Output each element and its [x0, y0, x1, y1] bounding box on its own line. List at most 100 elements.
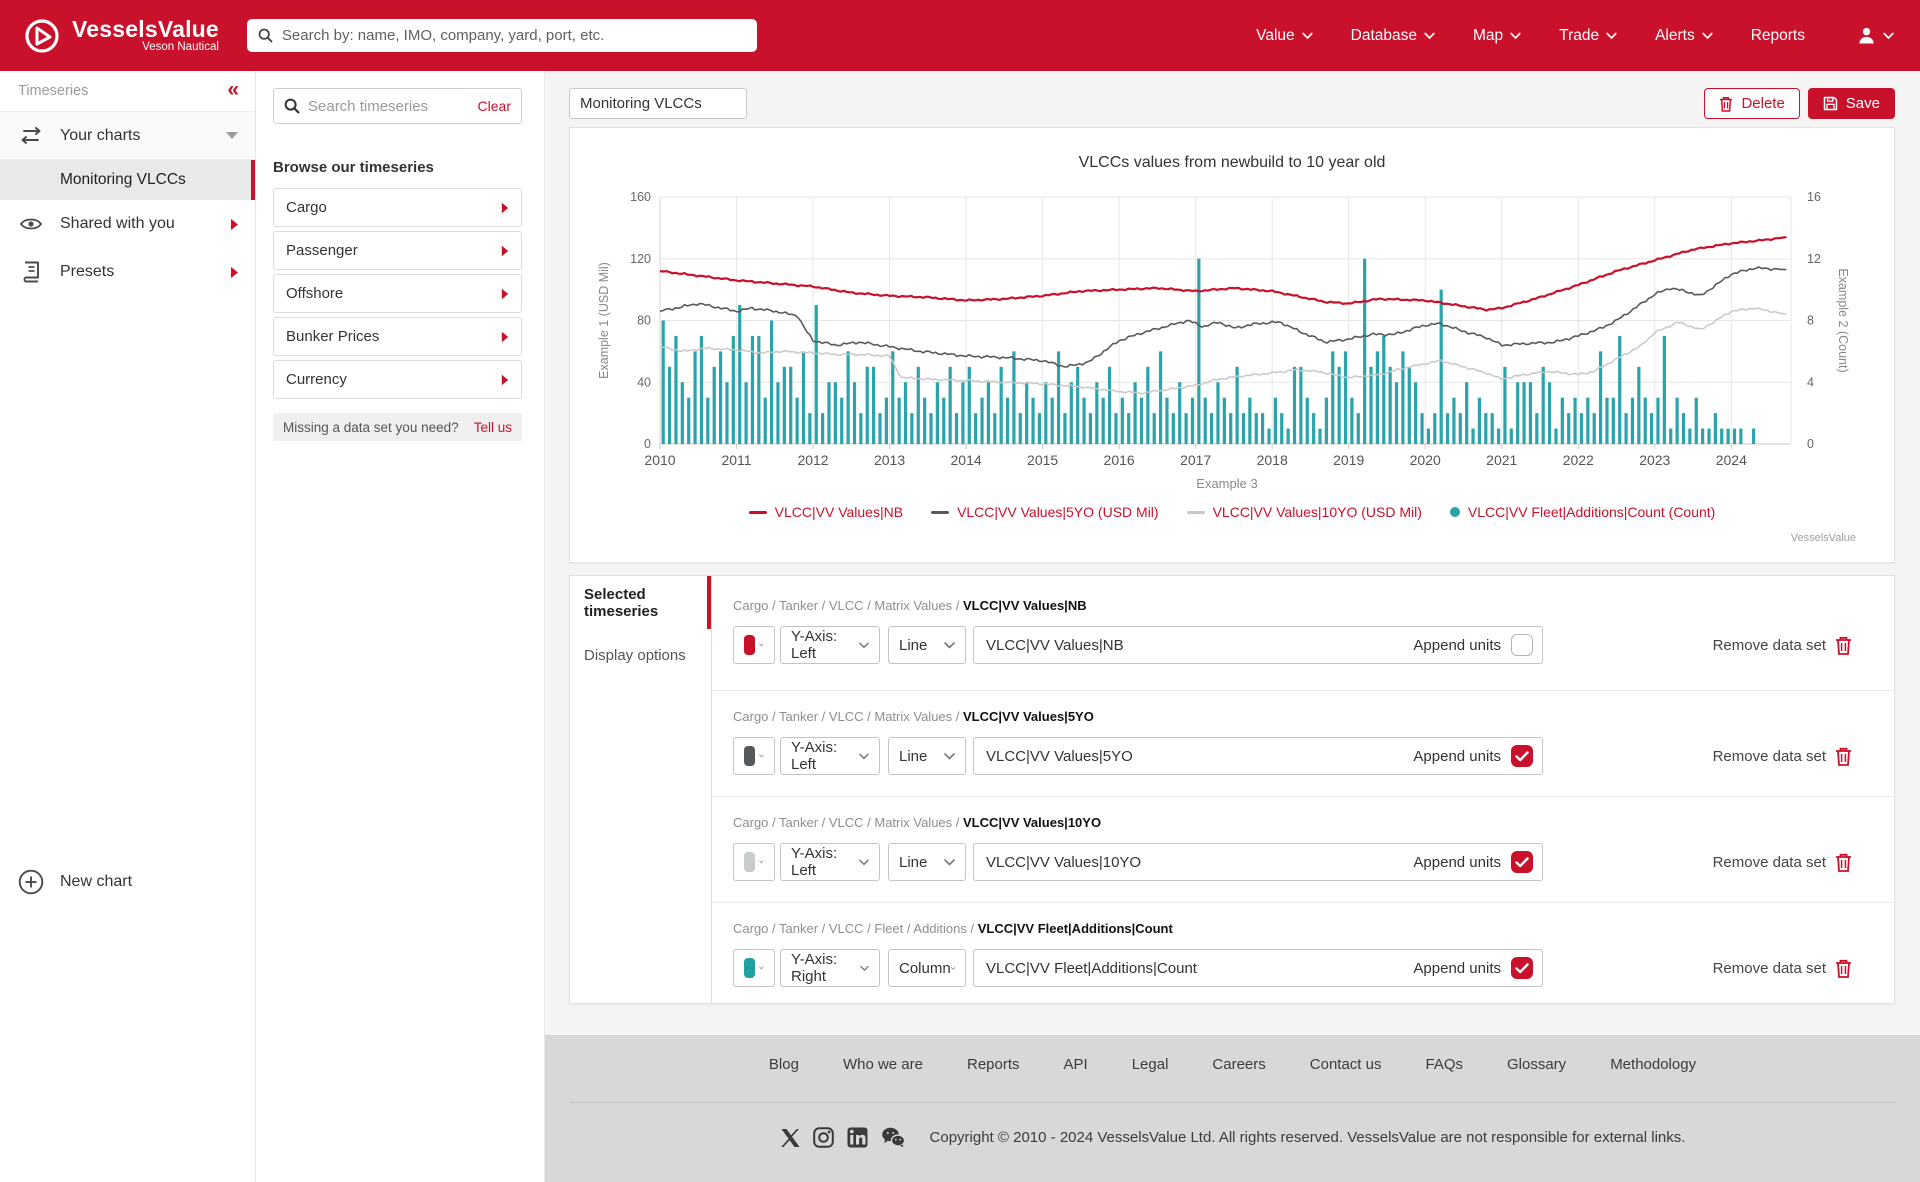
svg-text:2013: 2013: [874, 452, 905, 468]
y-axis-select[interactable]: Y-Axis: Left: [780, 626, 880, 664]
category-item-passenger[interactable]: Passenger: [273, 231, 522, 270]
timeseries-chart[interactable]: 0 40 80 120 160 0 4 8 12 16 2010 2011 2012 2013 2014 20…: [570, 128, 1896, 564]
nav-menu-item-value[interactable]: Value: [1256, 27, 1313, 45]
footer-link-blog[interactable]: Blog: [768, 1056, 799, 1073]
remove-dataset-button[interactable]: Remove data set: [1713, 949, 1852, 987]
tab-selected-timeseries[interactable]: Selected timeseries: [570, 576, 711, 629]
y-axis-select[interactable]: Y-Axis: Right: [780, 949, 880, 987]
legend-item[interactable]: VLCC|VV Fleet|Additions|Count (Count): [1449, 504, 1715, 520]
timeseries-row: Cargo / Tanker / VLCC / Fleet / Addition…: [712, 903, 1894, 1005]
series-name-field: Append units: [973, 949, 1543, 987]
category-item-cargo[interactable]: Cargo: [273, 188, 522, 227]
append-units-checkbox[interactable]: [1511, 745, 1533, 767]
user-account-menu[interactable]: [1856, 25, 1894, 46]
footer-link-faqs[interactable]: FAQs: [1425, 1056, 1463, 1073]
missing-dataset-bar: Missing a data set you need? Tell us: [273, 413, 522, 441]
tell-us-link[interactable]: Tell us: [473, 419, 512, 435]
svg-text:2012: 2012: [797, 452, 828, 468]
legend-item[interactable]: VLCC|VV Values|NB: [748, 504, 903, 520]
main-content: Delete Save VLCCs values from newbuild t…: [545, 71, 1920, 1182]
series-breadcrumb: Cargo / Tanker / VLCC / Matrix Values / …: [733, 598, 1087, 613]
series-color-select[interactable]: [733, 949, 775, 987]
category-item-bunker-prices[interactable]: Bunker Prices: [273, 317, 522, 356]
svg-text:8: 8: [1807, 314, 1814, 328]
footer-link-methodology[interactable]: Methodology: [1610, 1056, 1697, 1073]
chevron-right-icon: [501, 245, 509, 257]
series-type-select[interactable]: Column: [888, 949, 966, 987]
series-color-select[interactable]: [733, 626, 775, 664]
remove-dataset-button[interactable]: Remove data set: [1713, 737, 1852, 775]
append-units-checkbox[interactable]: [1511, 851, 1533, 873]
timeseries-search-box[interactable]: Clear: [273, 88, 522, 124]
missing-dataset-text: Missing a data set you need?: [283, 419, 459, 435]
svg-text:16: 16: [1807, 190, 1821, 204]
legend-item[interactable]: VLCC|VV Values|10YO (USD Mil): [1186, 504, 1422, 520]
series-type-select[interactable]: Line: [888, 843, 966, 881]
delete-button[interactable]: Delete: [1704, 88, 1800, 119]
sidebar-item-your-charts[interactable]: Your charts: [0, 112, 255, 160]
footer-link-reports[interactable]: Reports: [966, 1056, 1020, 1073]
legend-item[interactable]: VLCC|VV Values|5YO (USD Mil): [931, 504, 1159, 520]
append-units-checkbox[interactable]: [1511, 634, 1533, 656]
nav-menu-item-map[interactable]: Map: [1473, 27, 1521, 45]
nav-menu-item-trade[interactable]: Trade: [1559, 27, 1617, 45]
wechat-icon[interactable]: [881, 1127, 906, 1148]
chevron-right-icon: [501, 374, 509, 386]
footer-link-api[interactable]: API: [1063, 1056, 1088, 1073]
legend-label: VLCC|VV Values|10YO (USD Mil): [1212, 504, 1422, 520]
timeseries-search-input[interactable]: [308, 97, 470, 115]
nav-menu-item-reports[interactable]: Reports: [1750, 26, 1805, 44]
remove-dataset-button[interactable]: Remove data set: [1713, 626, 1852, 664]
chart-name-input[interactable]: [570, 89, 746, 118]
series-type-select[interactable]: Line: [888, 626, 966, 664]
tab-display-options[interactable]: Display options: [584, 647, 686, 664]
nav-menu-item-alerts[interactable]: Alerts: [1655, 27, 1713, 45]
category-item-currency[interactable]: Currency: [273, 360, 522, 399]
plus-circle-icon: [18, 869, 44, 895]
category-label: Currency: [286, 371, 347, 388]
sidebar-item-shared-with-you[interactable]: Shared with you: [0, 200, 255, 248]
linkedin-icon[interactable]: [847, 1127, 868, 1148]
sidebar-item-monitoring-vlccs[interactable]: Monitoring VLCCs: [0, 160, 255, 200]
footer-link-glossary[interactable]: Glossary: [1507, 1056, 1567, 1073]
chart-watermark: VesselsValue: [1790, 532, 1856, 544]
global-search[interactable]: [246, 19, 757, 52]
footer-link-legal[interactable]: Legal: [1131, 1056, 1169, 1073]
legend-dot-marker: [1449, 507, 1460, 517]
series-name-input[interactable]: [974, 959, 1404, 977]
footer-link-who-we-are[interactable]: Who we are: [842, 1056, 923, 1073]
sidebar-item-label: Presets: [60, 263, 115, 280]
footer-link-contact-us[interactable]: Contact us: [1309, 1056, 1382, 1073]
color-swatch: [744, 635, 756, 655]
y-axis-select[interactable]: Y-Axis: Left: [780, 737, 880, 775]
sidebar-item-presets[interactable]: Presets: [0, 248, 255, 296]
save-button[interactable]: Save: [1807, 88, 1895, 119]
y-axis-select[interactable]: Y-Axis: Left: [780, 843, 880, 881]
global-search-input[interactable]: [281, 27, 746, 44]
vesselsvalue-logo[interactable]: VesselsValue Veson Nautical: [0, 17, 219, 54]
svg-text:2024: 2024: [1716, 452, 1747, 468]
svg-text:160: 160: [630, 190, 651, 204]
instagram-icon[interactable]: [812, 1127, 834, 1148]
swap-arrows-icon: [18, 126, 44, 145]
social-icons: [780, 1127, 906, 1148]
series-type-select[interactable]: Line: [888, 737, 966, 775]
series-color-select[interactable]: [733, 737, 775, 775]
clear-search-button[interactable]: Clear: [477, 98, 511, 114]
remove-dataset-button[interactable]: Remove data set: [1713, 843, 1852, 881]
append-units-checkbox[interactable]: [1511, 957, 1533, 979]
series-color-select[interactable]: [733, 843, 775, 881]
footer-link-careers[interactable]: Careers: [1212, 1056, 1266, 1073]
series-name-input[interactable]: [974, 747, 1404, 765]
series-name-input[interactable]: [974, 636, 1404, 654]
series-name-input[interactable]: [974, 853, 1404, 871]
chart-name-label: Monitoring VLCCs: [60, 171, 186, 188]
active-indicator: [251, 160, 255, 200]
category-item-offshore[interactable]: Offshore: [273, 274, 522, 313]
new-chart-button[interactable]: New chart: [0, 860, 255, 904]
nav-menu-item-database[interactable]: Database: [1351, 27, 1435, 45]
color-swatch: [744, 746, 756, 766]
x-icon[interactable]: [780, 1128, 800, 1148]
collapse-sidebar-icon[interactable]: «: [227, 78, 239, 101]
category-label: Cargo: [286, 199, 327, 216]
